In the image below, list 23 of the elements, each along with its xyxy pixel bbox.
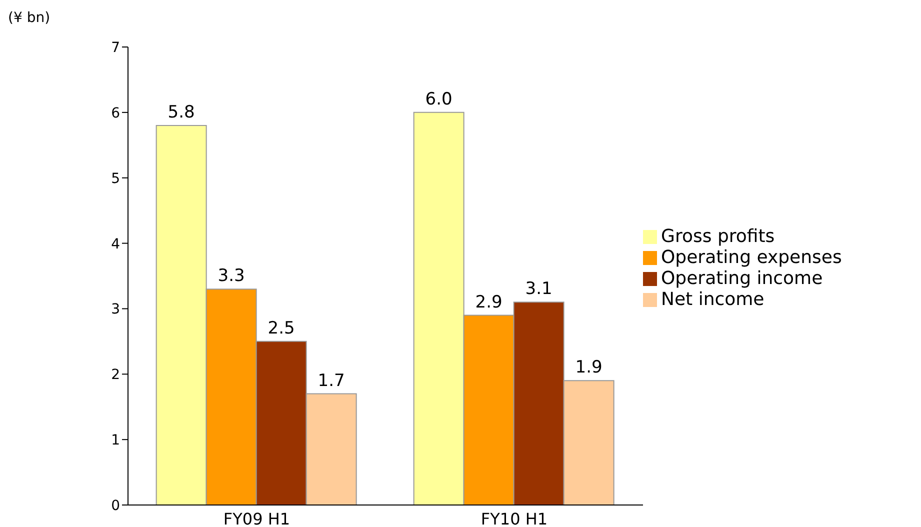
y-tick-label: 3 — [111, 302, 120, 318]
x-tick-label: FY09 H1 — [223, 509, 290, 527]
legend-label: Net income — [661, 288, 764, 310]
data-label: 6.0 — [425, 89, 452, 110]
legend-label: Gross profits — [661, 226, 775, 246]
data-label: 1.9 — [575, 358, 602, 378]
data-label: 3.1 — [525, 279, 552, 300]
y-tick-label: 0 — [111, 498, 120, 514]
y-tick-label: 1 — [111, 432, 120, 449]
y-tick-label: 7 — [111, 40, 120, 56]
y-tick-label: 2 — [111, 367, 120, 384]
y-tick-label: 4 — [111, 236, 120, 252]
x-tick-label: FY10 H1 — [480, 509, 548, 527]
data-label: 2.9 — [475, 292, 502, 312]
legend-label: Operating income — [661, 268, 823, 288]
data-label: 1.7 — [318, 370, 345, 391]
data-label: 3.3 — [218, 266, 245, 286]
data-label: 5.8 — [168, 102, 195, 123]
y-tick-label: 5 — [111, 170, 120, 187]
y-axis-title: (¥ bn) — [8, 10, 50, 26]
data-label: 2.5 — [268, 318, 295, 338]
y-tick-label: 6 — [111, 105, 120, 122]
legend-label: Operating expenses — [661, 246, 842, 268]
